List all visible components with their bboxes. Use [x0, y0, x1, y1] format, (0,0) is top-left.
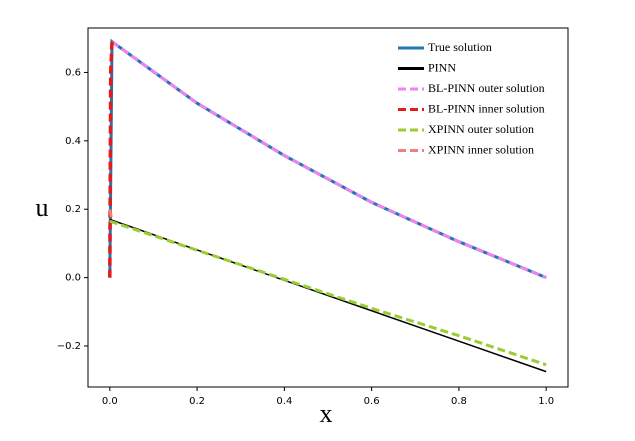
legend-label: XPINN inner solution	[428, 142, 534, 156]
y-tick-label: 0.0	[65, 273, 81, 284]
y-tick-label: 0.4	[65, 136, 81, 147]
y-tick-label: −0.2	[57, 341, 81, 352]
y-tick-label: 0.6	[65, 67, 81, 78]
series-line	[109, 218, 547, 373]
legend-label: True solution	[428, 40, 492, 54]
series-line	[111, 40, 547, 279]
x-tick-label: 0.2	[189, 396, 205, 407]
series-line	[108, 41, 114, 278]
x-tick-label: 1.0	[538, 396, 554, 407]
x-tick-label: 0.0	[102, 396, 118, 407]
y-tick-label: 0.2	[65, 204, 81, 215]
x-axis-label: x	[320, 399, 333, 428]
x-tick-label: 0.6	[364, 396, 380, 407]
x-tick-label: 0.4	[276, 396, 292, 407]
y-axis-label: u	[36, 193, 49, 222]
x-tick-label: 0.8	[451, 396, 467, 407]
series-line	[108, 208, 114, 222]
legend-label: XPINN outer solution	[428, 122, 534, 136]
legend-label: BL-PINN outer solution	[428, 81, 545, 95]
series-line	[109, 219, 547, 367]
legend-label: PINN	[428, 60, 456, 74]
legend-label: BL-PINN inner solution	[428, 101, 545, 115]
plot-frame	[87, 27, 569, 388]
